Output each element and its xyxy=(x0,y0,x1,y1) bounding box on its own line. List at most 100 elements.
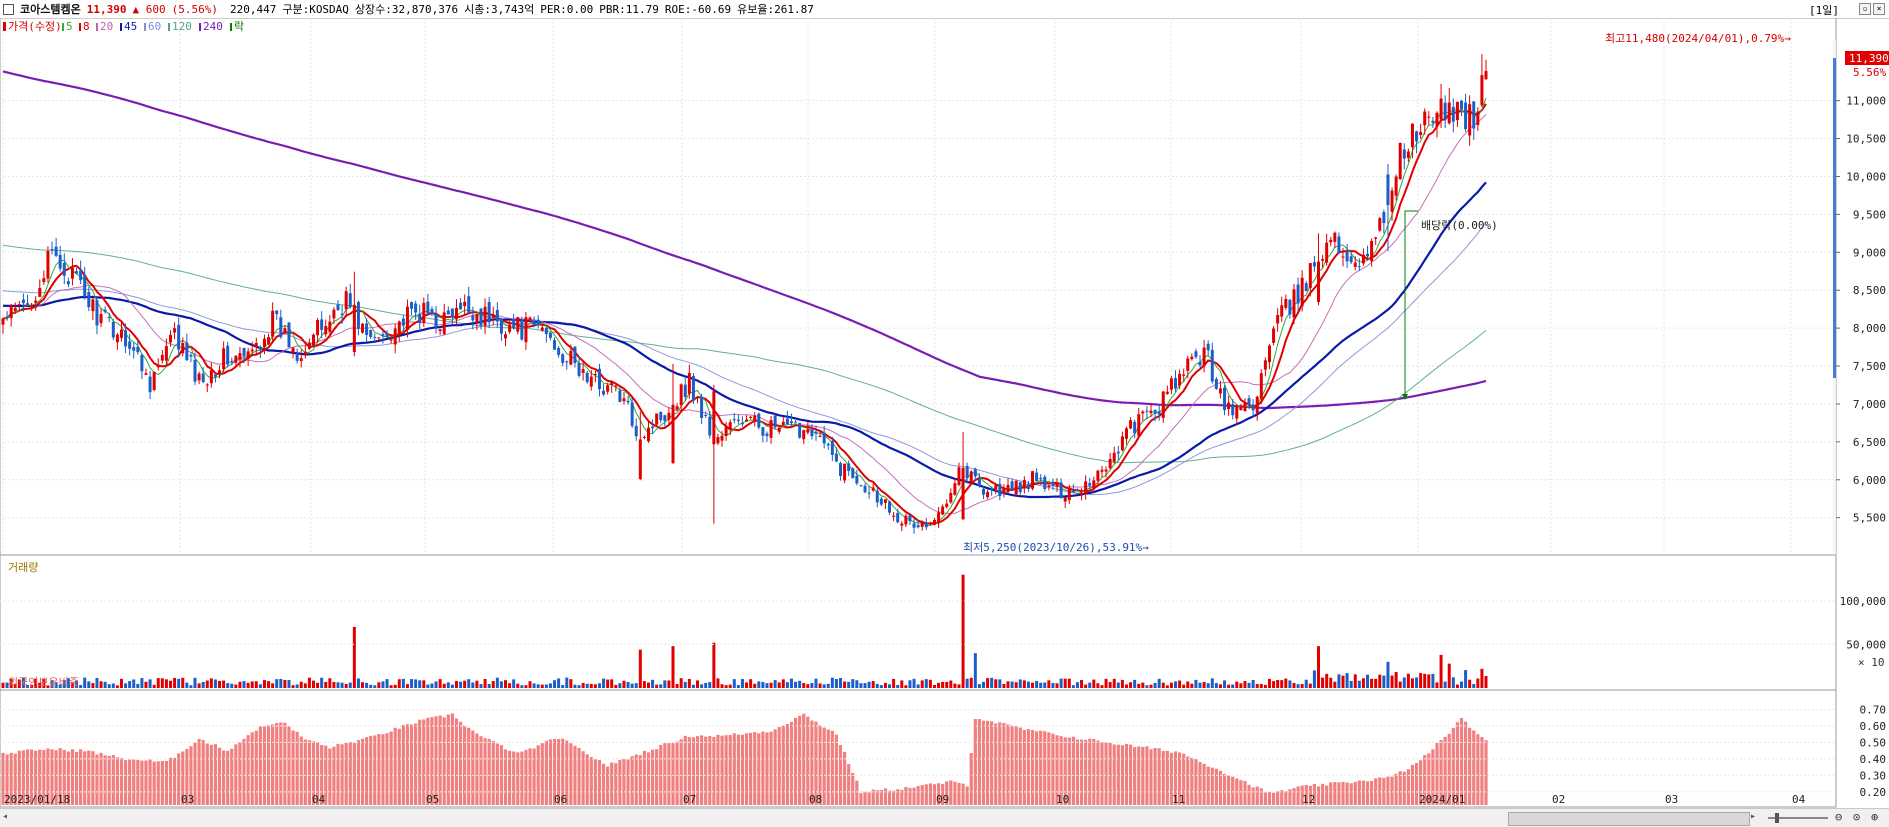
candle xyxy=(1088,477,1092,491)
candle-body xyxy=(990,488,994,491)
scroll-thumb[interactable] xyxy=(1508,812,1750,826)
volume-bar xyxy=(119,678,123,688)
candle xyxy=(1349,250,1353,265)
foreign-ratio-bar xyxy=(683,735,687,805)
volume-title: 거래량 xyxy=(8,561,38,574)
candle-body xyxy=(87,291,91,308)
zoom-fit-icon[interactable]: ⊙ xyxy=(1853,810,1861,824)
foreign-ratio-bar xyxy=(1022,729,1026,805)
volume-bar xyxy=(945,681,949,688)
candle-body xyxy=(593,373,597,375)
chart-svg[interactable]: 5,5006,0006,5007,0007,5008,0008,5009,000… xyxy=(0,18,1889,808)
interval-selector[interactable]: [1일] xyxy=(1809,4,1839,17)
candle xyxy=(1080,488,1084,501)
candle-body xyxy=(275,310,279,314)
candle xyxy=(626,396,630,405)
candle xyxy=(932,517,936,526)
volume-bar xyxy=(26,685,30,688)
candle xyxy=(201,367,205,384)
candle xyxy=(879,496,883,507)
candle xyxy=(1361,248,1365,266)
candle xyxy=(957,462,961,487)
zoom-out-icon[interactable]: ⊖ xyxy=(1835,810,1843,824)
zoom-slider[interactable] xyxy=(1768,817,1828,819)
candle-body xyxy=(95,300,99,326)
volume-bar xyxy=(1476,678,1480,688)
volume-bar xyxy=(446,682,450,688)
candle-body xyxy=(38,287,42,297)
candle-body xyxy=(58,254,62,269)
volume-bar xyxy=(663,680,667,688)
candle xyxy=(859,484,863,487)
candle xyxy=(1353,256,1357,271)
candle xyxy=(1255,395,1259,421)
moving-average-lines xyxy=(2,70,1487,527)
candle xyxy=(532,316,536,328)
candle xyxy=(1247,395,1251,410)
candle xyxy=(969,470,973,484)
volume-bar xyxy=(70,682,74,688)
candle-body xyxy=(279,317,283,337)
horizontal-scrollbar[interactable]: ◂ ▸ ⊖ ⊙ ⊕ xyxy=(0,808,1889,827)
candle-body xyxy=(614,385,618,387)
legend-ma-label: 120 xyxy=(172,20,192,33)
candle xyxy=(1198,355,1202,368)
stock-name[interactable]: 코아스템켐온 xyxy=(20,3,81,16)
restore-icon[interactable]: ▫ xyxy=(1859,3,1871,15)
foreign-ratio-bar xyxy=(777,726,781,805)
volume-bar xyxy=(544,684,548,688)
volume-bar xyxy=(1149,684,1153,688)
foreign-ratio-panel[interactable]: 외국인보유비중 0.700.600.500.400.300.20 xyxy=(0,676,1886,808)
foreign-ratio-bar xyxy=(601,763,606,805)
candle-body xyxy=(348,293,352,308)
scroll-left-icon[interactable]: ◂ xyxy=(2,811,9,822)
volume-bar xyxy=(246,682,250,688)
volume-bar xyxy=(1075,682,1079,688)
volume-bar xyxy=(471,682,475,688)
candle-body xyxy=(1108,458,1112,469)
candle-body xyxy=(573,346,577,363)
candle xyxy=(683,376,687,401)
volume-bar xyxy=(185,682,189,688)
candle xyxy=(1100,465,1104,478)
candle xyxy=(479,307,483,330)
volume-bar xyxy=(700,684,704,688)
legend-swatch xyxy=(79,23,81,31)
candle xyxy=(181,337,185,357)
foreign-ratio-bar xyxy=(1341,781,1345,805)
candle xyxy=(58,246,62,272)
volume-bar xyxy=(189,685,193,688)
volume-bar xyxy=(1255,683,1259,688)
foreign-ratio-bar xyxy=(830,730,834,805)
close-icon[interactable]: × xyxy=(1873,3,1885,15)
foreign-ratio-bar xyxy=(769,731,773,805)
candle xyxy=(124,323,128,354)
price-scroll-thumb[interactable] xyxy=(1833,58,1836,378)
volume-bar xyxy=(1223,680,1227,688)
candle-body xyxy=(1431,120,1435,123)
candle-body xyxy=(1022,479,1026,489)
candle xyxy=(136,339,140,355)
chart-checkbox[interactable] xyxy=(3,3,14,15)
scroll-right-icon[interactable]: ▸ xyxy=(1750,811,1757,822)
candle xyxy=(128,334,132,356)
foreign-ratio-bar xyxy=(1133,747,1137,805)
volume-bar xyxy=(941,681,945,688)
candle-body xyxy=(397,321,401,334)
zoom-in-icon[interactable]: ⊕ xyxy=(1871,810,1879,824)
candle xyxy=(42,270,46,285)
foreign-ratio-bar xyxy=(761,731,765,805)
zoom-thumb[interactable] xyxy=(1775,813,1779,823)
foreign-ratio-bar xyxy=(1288,789,1292,805)
volume-bar xyxy=(1378,674,1382,688)
candle xyxy=(888,500,892,516)
candle xyxy=(1104,466,1108,478)
volume-bar xyxy=(115,685,119,688)
candle-body xyxy=(181,343,185,354)
foreign-ratio-bar xyxy=(1361,780,1366,805)
price-panel[interactable]: 5,5006,0006,5007,0007,5008,0008,5009,000… xyxy=(0,18,1889,807)
foreign-ratio-bar xyxy=(1276,791,1280,805)
candle xyxy=(238,346,242,368)
volume-bar xyxy=(213,679,217,688)
